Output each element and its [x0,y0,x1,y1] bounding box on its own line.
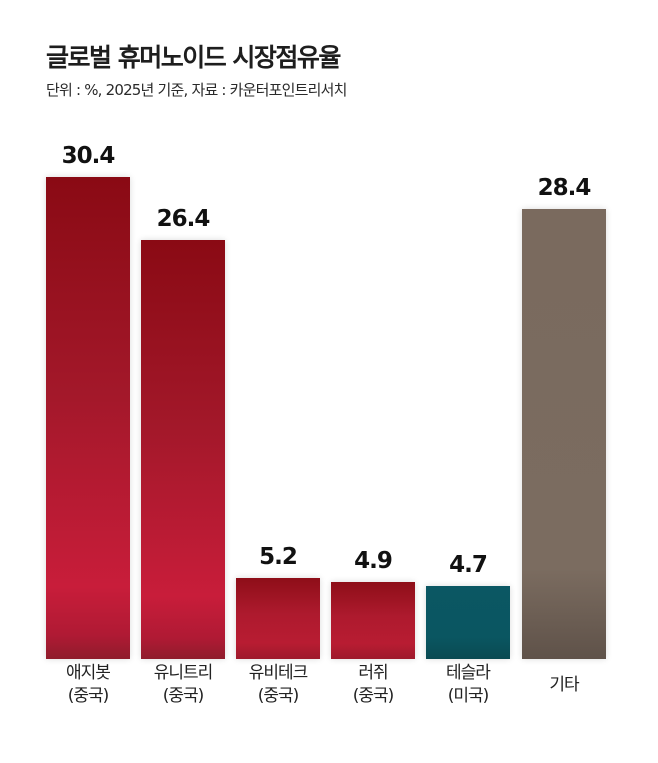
bar-value-label: 4.7 [449,552,488,578]
company-name: 테슬라 [446,663,491,683]
bar-leju [331,582,415,659]
company-name: 유비테크 [248,663,309,683]
country-name: (중국) [257,686,300,706]
bar-value-label: 28.4 [537,175,592,201]
category-label: 애지봇 (중국) [38,662,138,708]
bar-unitree [141,240,225,659]
bar-value-label: 4.9 [354,548,393,574]
category-label: 유니트리 (중국) [133,662,233,708]
company-name: 기타 [549,675,579,695]
bar-value-label: 5.2 [259,544,298,570]
bar-ubtech [236,578,320,659]
company-name: 유니트리 [153,663,214,683]
bar-value-label: 30.4 [61,143,116,169]
bar-agibot [46,177,130,659]
country-name: (중국) [352,686,395,706]
bar-others [522,209,606,659]
country-name: (미국) [447,686,490,706]
category-label: 러쥐 (중국) [323,662,423,708]
company-name: 러쥐 [358,663,388,683]
chart-title: 글로벌 휴머노이드 시장점유율 [46,43,341,72]
country-name: (중국) [162,686,205,706]
company-name: 애지봇 [66,663,111,683]
chart-subtitle: 단위 : %, 2025년 기준, 자료 : 카운터포인트리서치 [46,81,347,99]
category-label: 기타 [514,674,614,697]
category-label: 테슬라 (미국) [418,662,518,708]
category-label: 유비테크 (중국) [228,662,328,708]
bar-tesla [426,586,510,659]
bar-value-label: 26.4 [156,206,211,232]
country-name: (중국) [67,686,110,706]
